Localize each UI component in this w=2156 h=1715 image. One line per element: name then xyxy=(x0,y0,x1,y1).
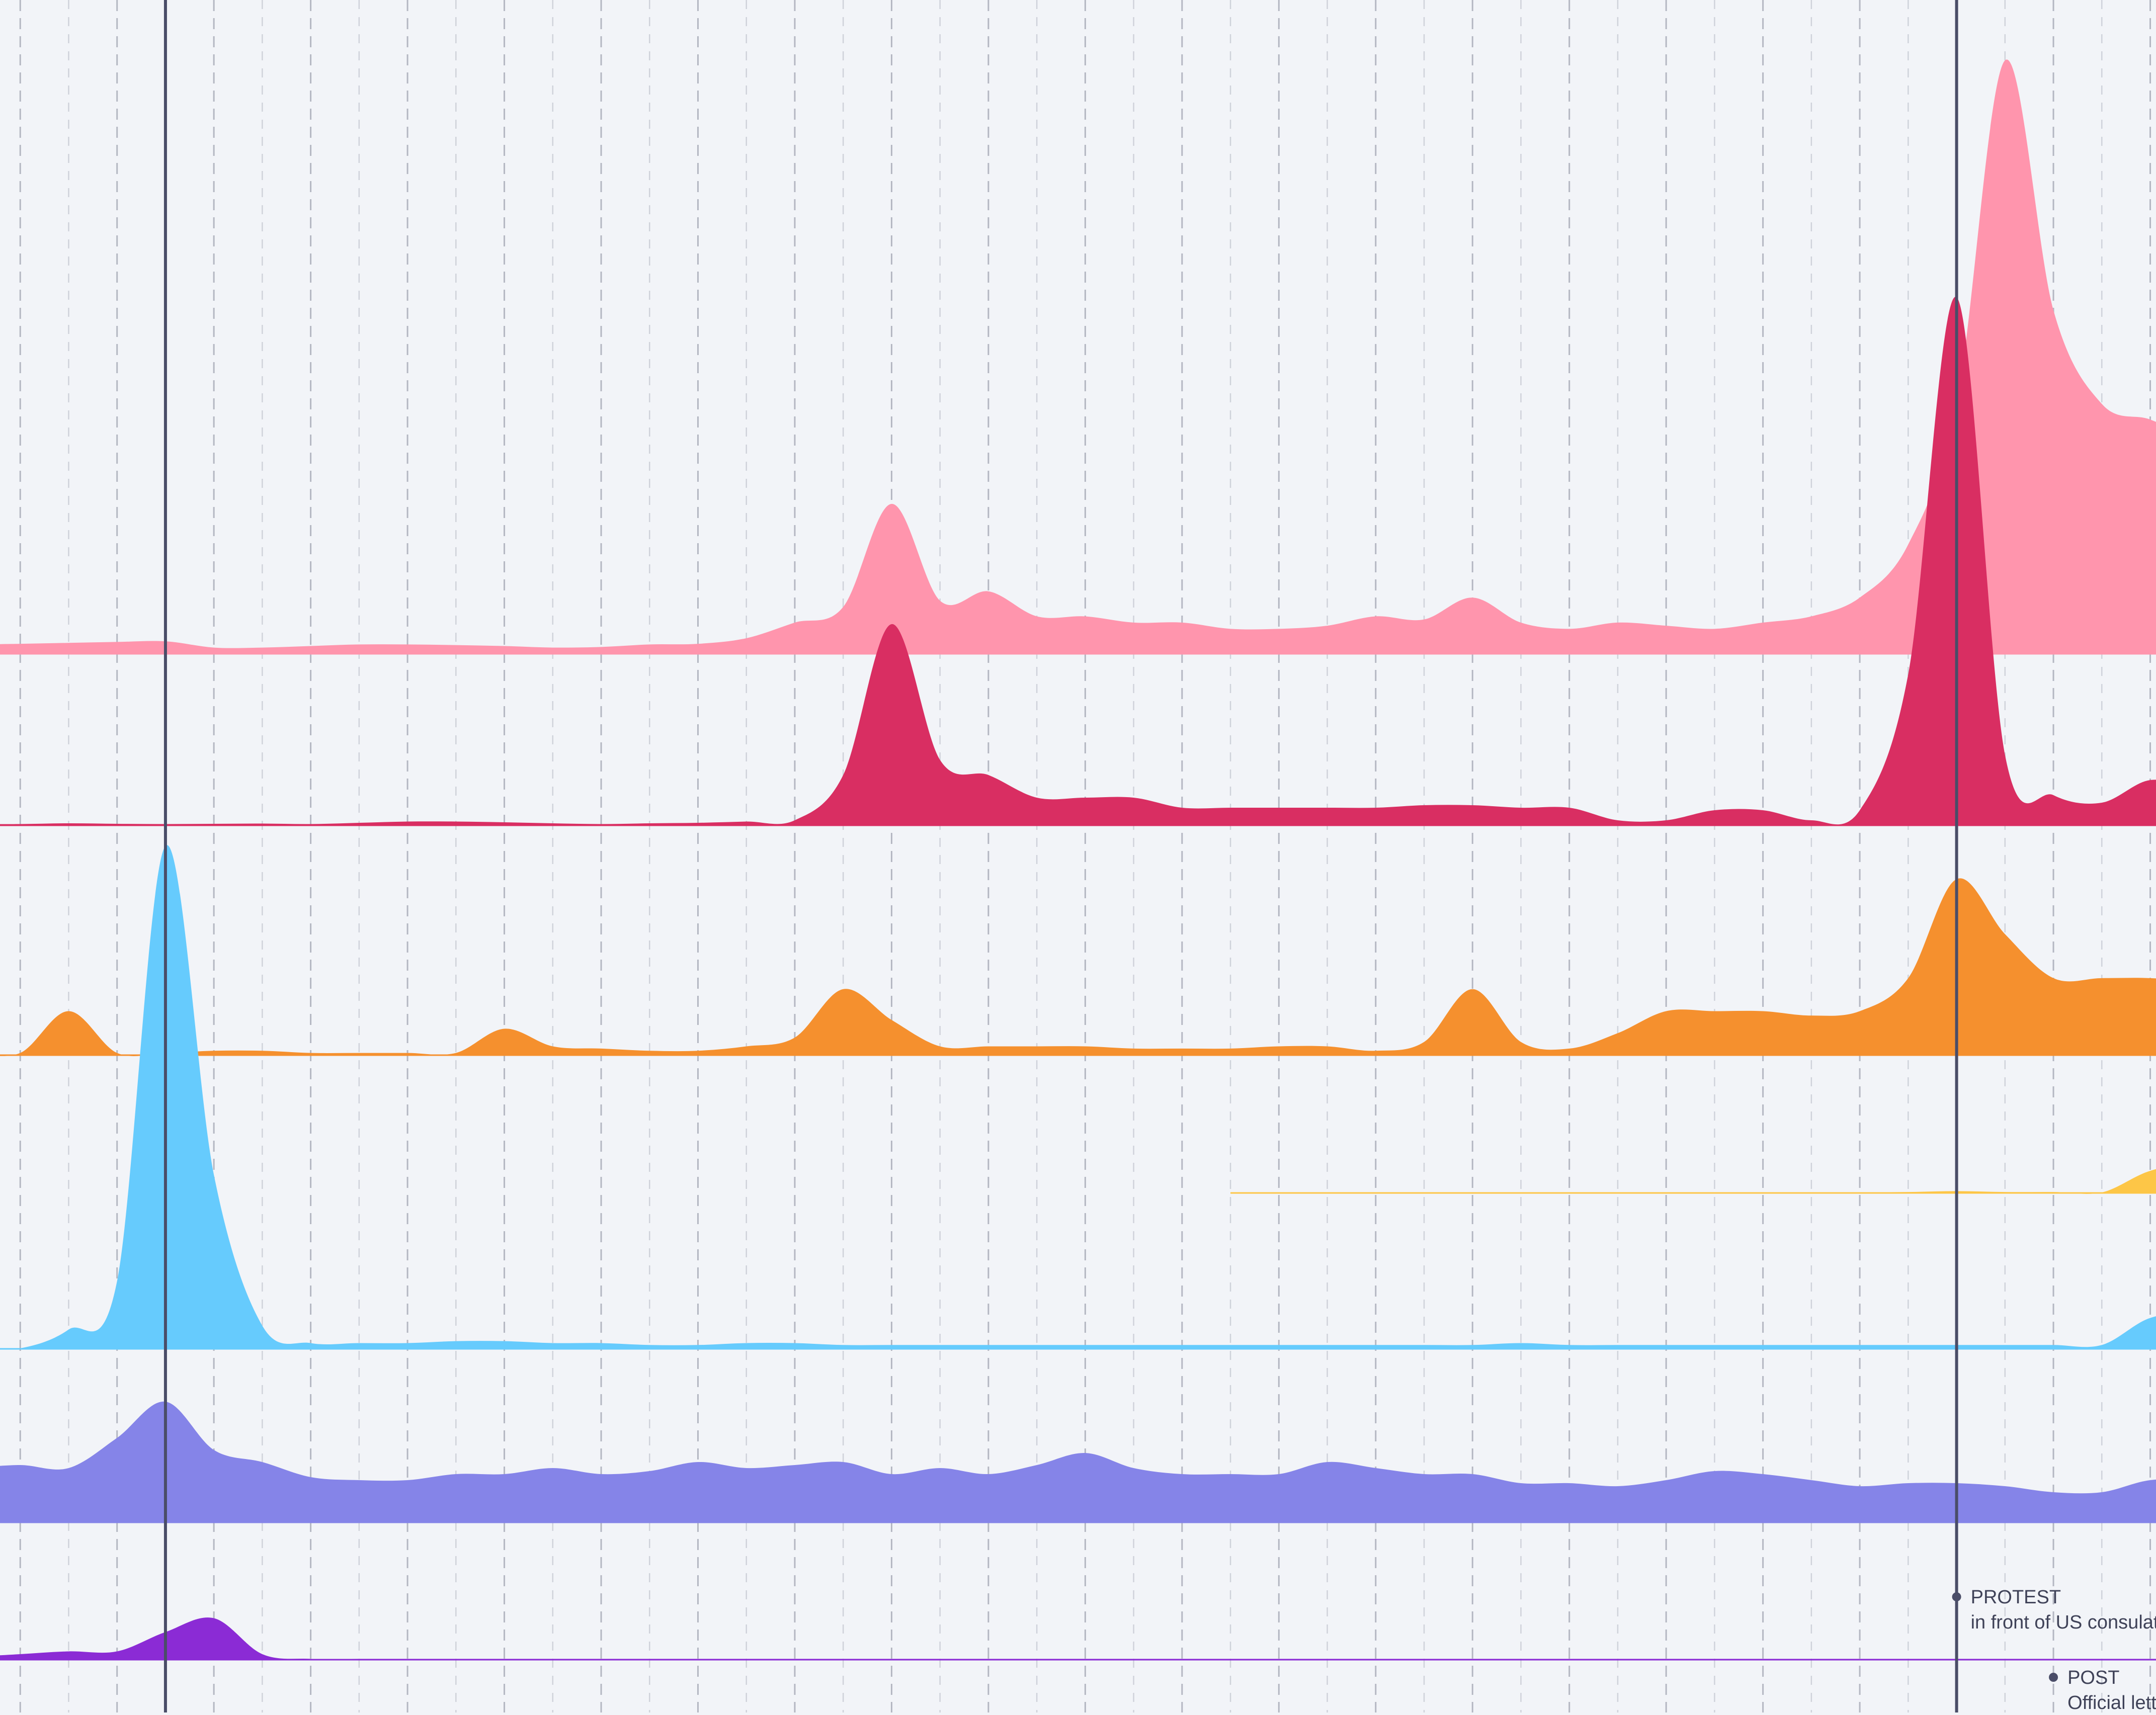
event-description: in front of US consulate in the Ka xyxy=(1971,1612,2156,1633)
series-area xyxy=(1230,1169,2156,1194)
series-7 xyxy=(0,1617,2156,1661)
event-layer: PROTEST in front of US consulate in the K… xyxy=(163,0,2156,1713)
series-area xyxy=(0,59,2156,654)
series-area xyxy=(0,1401,2156,1522)
series-4 xyxy=(1230,1169,2156,1194)
series-area xyxy=(0,1617,2156,1660)
series-2 xyxy=(0,297,2156,826)
series-area xyxy=(0,878,2156,1056)
grid-layer xyxy=(19,0,2151,1712)
event-label: PROTEST xyxy=(1971,1587,2061,1608)
series-5 xyxy=(0,845,2156,1350)
event-description: Official letter to @Pr xyxy=(2067,1692,2156,1712)
event-marker: PROTEST in front of US consulate in the K… xyxy=(1952,0,2156,1712)
event-dot xyxy=(2049,1673,2058,1682)
event-dot xyxy=(1952,1592,1961,1601)
series-6 xyxy=(0,1401,2156,1523)
series-area xyxy=(0,845,2156,1350)
series-3 xyxy=(0,878,2156,1056)
series-layer xyxy=(0,59,2156,1661)
event-marker: POST Official letter to @Pr xyxy=(2049,1667,2156,1713)
series-area xyxy=(0,297,2156,825)
series-1 xyxy=(0,59,2156,655)
event-label: POST xyxy=(2067,1667,2119,1688)
